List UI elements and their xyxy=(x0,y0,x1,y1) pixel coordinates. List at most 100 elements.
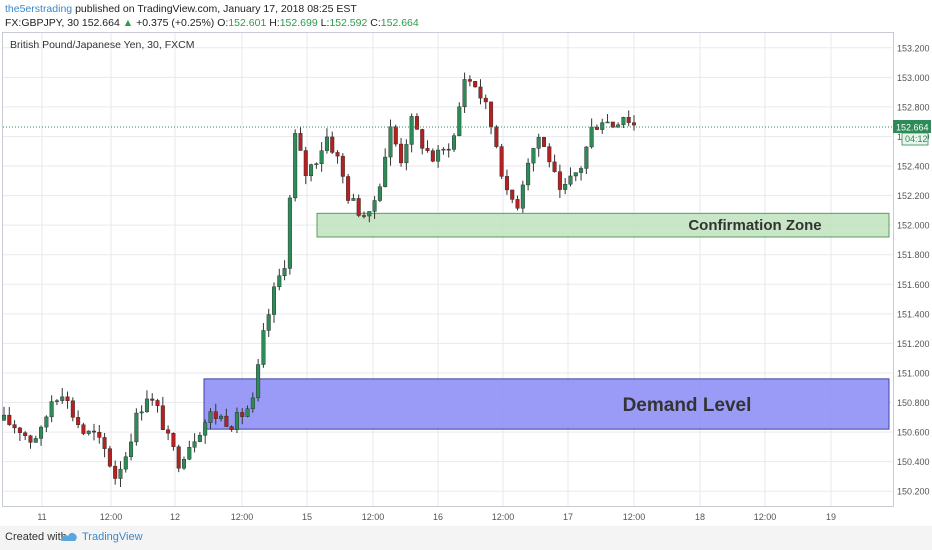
x-tick-label: 18 xyxy=(695,512,705,522)
tradingview-brand[interactable]: TradingView xyxy=(82,531,143,543)
candle-body xyxy=(39,426,44,439)
candle-body xyxy=(229,426,234,430)
close-label: C: xyxy=(370,17,381,29)
created-with-label: Created with xyxy=(5,531,67,543)
candle-body xyxy=(28,435,33,443)
y-tick-label: 150.600 xyxy=(897,428,930,438)
candle-body xyxy=(113,465,118,479)
candle-body xyxy=(441,148,446,151)
candle-body xyxy=(250,397,255,409)
candle-body xyxy=(362,215,367,217)
x-tick-label: 17 xyxy=(563,512,573,522)
y-tick-label: 151.800 xyxy=(897,250,930,260)
candle-body xyxy=(97,431,102,438)
high-label: H: xyxy=(269,17,280,29)
y-tick-label: 152.200 xyxy=(897,191,930,201)
candle-body xyxy=(282,268,287,276)
candle-body xyxy=(277,275,282,288)
candle-body xyxy=(504,176,509,191)
candle-body xyxy=(489,101,494,128)
published-text: published on TradingView.com, January 17… xyxy=(75,3,357,15)
candle-body xyxy=(399,143,404,164)
candle-body xyxy=(393,126,398,145)
x-tick-label: 12 xyxy=(170,512,180,522)
x-tick-label: 16 xyxy=(433,512,443,522)
candle-body xyxy=(340,155,345,177)
candle-body xyxy=(621,117,626,126)
candle-body xyxy=(23,432,28,436)
candle-body xyxy=(632,122,637,126)
chart-title: British Pound/Japanese Yen, 30, FXCM xyxy=(10,39,194,51)
candle-body xyxy=(552,161,557,172)
candle-body xyxy=(54,400,59,402)
candle-body xyxy=(589,126,594,148)
y-tick-label: 152.400 xyxy=(897,162,930,172)
candle-body xyxy=(462,79,467,108)
candle-body xyxy=(123,456,128,470)
candle-body xyxy=(499,146,504,177)
candle-body xyxy=(224,415,229,427)
high-value: 152.699 xyxy=(279,17,318,29)
price-chart[interactable]: 150.200 150.400 150.600 150.800 151.000 151.2… xyxy=(0,0,932,526)
candle-body xyxy=(383,156,388,187)
candle-body xyxy=(346,176,351,201)
candle-body xyxy=(65,396,70,401)
candle-body xyxy=(197,435,202,442)
candle-body xyxy=(515,199,520,209)
publish-line: the5erstrading published on TradingView.… xyxy=(5,3,357,15)
candle-body xyxy=(303,150,308,177)
y-tick-label: 150.800 xyxy=(897,398,930,408)
x-tick-label: 12:00 xyxy=(362,512,385,522)
candle-body xyxy=(610,121,615,128)
candle-body xyxy=(594,126,599,130)
zone-box xyxy=(316,212,890,238)
candle-body xyxy=(160,405,165,430)
candle-body xyxy=(414,116,419,130)
candle-body xyxy=(563,184,568,190)
ohlc-line: FX:GBPJPY, 30 152.664 ▲ +0.375 (+0.25%) … xyxy=(5,17,419,29)
last-price-badge xyxy=(893,120,931,134)
candle-body xyxy=(44,416,49,428)
candle-body xyxy=(102,437,107,449)
y-tick-label: 151.600 xyxy=(897,280,930,290)
candle-body xyxy=(181,459,186,469)
candle-body xyxy=(420,129,425,149)
candle-body xyxy=(81,424,86,434)
candle-body xyxy=(208,411,213,423)
y-tick-label: 153.000 xyxy=(897,73,930,83)
candle-body xyxy=(150,398,155,401)
author-link[interactable]: the5erstrading xyxy=(5,3,73,15)
candle-body xyxy=(478,86,483,99)
candle-body xyxy=(256,364,261,399)
candle-body xyxy=(494,126,499,147)
candle-body xyxy=(542,137,547,147)
candle-body xyxy=(536,137,541,149)
candle-body xyxy=(176,446,181,469)
candle-body xyxy=(335,152,340,157)
candle-body xyxy=(377,186,382,201)
open-label: O: xyxy=(217,17,229,29)
candle-body xyxy=(319,150,324,164)
chart-frame xyxy=(2,32,894,507)
candle-body xyxy=(605,121,610,124)
candle-body xyxy=(60,396,65,401)
candle-body xyxy=(234,412,239,430)
candle-body xyxy=(129,441,134,457)
y-tick-label: 151.200 xyxy=(897,339,930,349)
tradingview-logo-icon xyxy=(60,530,78,547)
y-tick-label: 153.200 xyxy=(897,43,930,53)
candle-body xyxy=(372,200,377,212)
x-tick-label: 12:00 xyxy=(754,512,777,522)
candle-body xyxy=(166,429,171,434)
chart-header: the5erstrading published on TradingView.… xyxy=(0,0,932,32)
candle-body xyxy=(557,171,562,190)
candle-body xyxy=(600,122,605,130)
candle-body xyxy=(526,162,531,186)
candle-body xyxy=(272,286,277,315)
zone-label: Demand Level xyxy=(623,395,752,416)
low-value: 152.592 xyxy=(329,17,368,29)
y-tick-label: 150.400 xyxy=(897,457,930,467)
candle-body xyxy=(118,468,123,479)
candle-body xyxy=(510,189,515,200)
candle-body xyxy=(155,400,160,406)
